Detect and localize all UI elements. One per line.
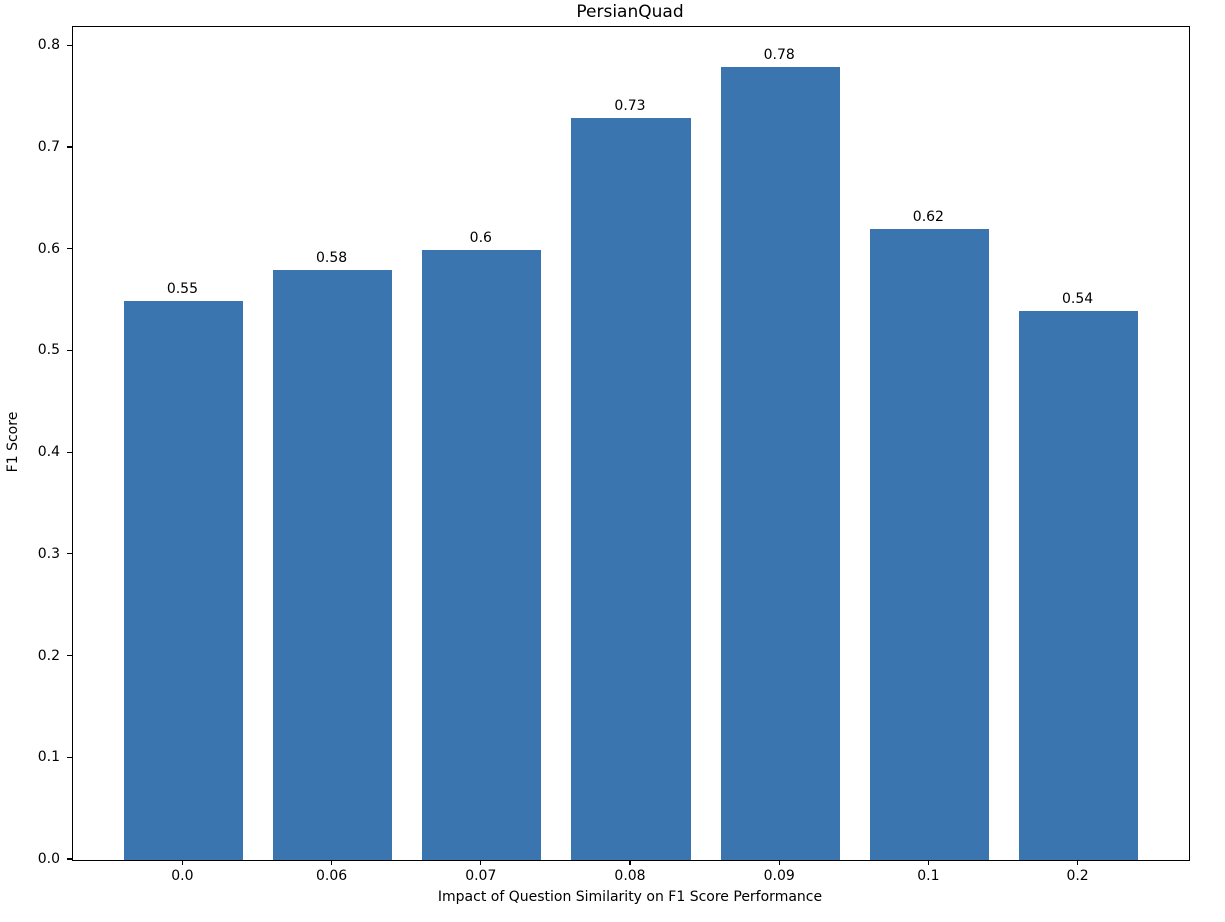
x-tick-label: 0.07 [465,868,497,884]
y-tick-label: 0.4 [37,444,60,461]
bar-value-label: 0.58 [316,250,348,267]
y-tick-mark [67,44,72,46]
bar-value-label: 0.62 [912,209,944,226]
y-tick-label: 0.7 [37,139,60,156]
y-tick-mark [67,654,72,657]
bar-value-label: 0.6 [469,229,492,246]
y-tick-mark [67,349,72,352]
chart-title: PersianQuad [576,2,684,22]
bar-value-label: 0.54 [1061,290,1094,307]
bar [571,117,691,860]
bar [720,66,840,860]
x-tick-label: 0.08 [614,868,646,884]
x-tick-mark [927,860,929,865]
y-tick-label: 0.2 [37,647,60,664]
y-tick-mark [67,756,72,758]
x-tick-label: 0.06 [316,868,348,884]
x-tick-mark [1076,860,1079,865]
y-tick-mark [67,146,72,148]
y-tick-mark [67,553,72,555]
x-tick-mark [480,860,482,865]
y-tick-label: 0.5 [37,342,60,359]
bar [422,249,542,860]
y-tick-label: 0.0 [37,851,60,867]
bar [272,270,393,860]
x-tick-label: 0.2 [1066,868,1089,884]
y-tick-mark [67,451,72,453]
x-tick-label: 0.09 [763,868,795,884]
x-tick-mark [629,860,631,865]
x-tick-mark [181,860,183,865]
x-tick-label: 0.1 [917,868,940,884]
plot-area [72,26,1190,861]
bar-value-label: 0.78 [763,46,795,63]
y-tick-mark [67,248,72,250]
x-axis-label: Impact of Question Similarity on F1 Scor… [437,889,823,905]
y-tick-label: 0.3 [37,545,60,562]
bar [869,229,990,860]
bar [1018,310,1139,860]
x-tick-label: 0.0 [171,868,194,884]
x-tick-mark [778,860,780,865]
bar-value-label: 0.73 [614,97,646,114]
bar [123,300,244,860]
y-axis-label: F1 Score [5,411,21,473]
x-tick-mark [331,860,333,865]
bar-value-label: 0.55 [166,280,198,297]
y-tick-label: 0.8 [37,37,60,54]
y-tick-label: 0.6 [37,240,60,257]
y-tick-label: 0.1 [37,749,60,766]
y-tick-mark [67,858,72,860]
